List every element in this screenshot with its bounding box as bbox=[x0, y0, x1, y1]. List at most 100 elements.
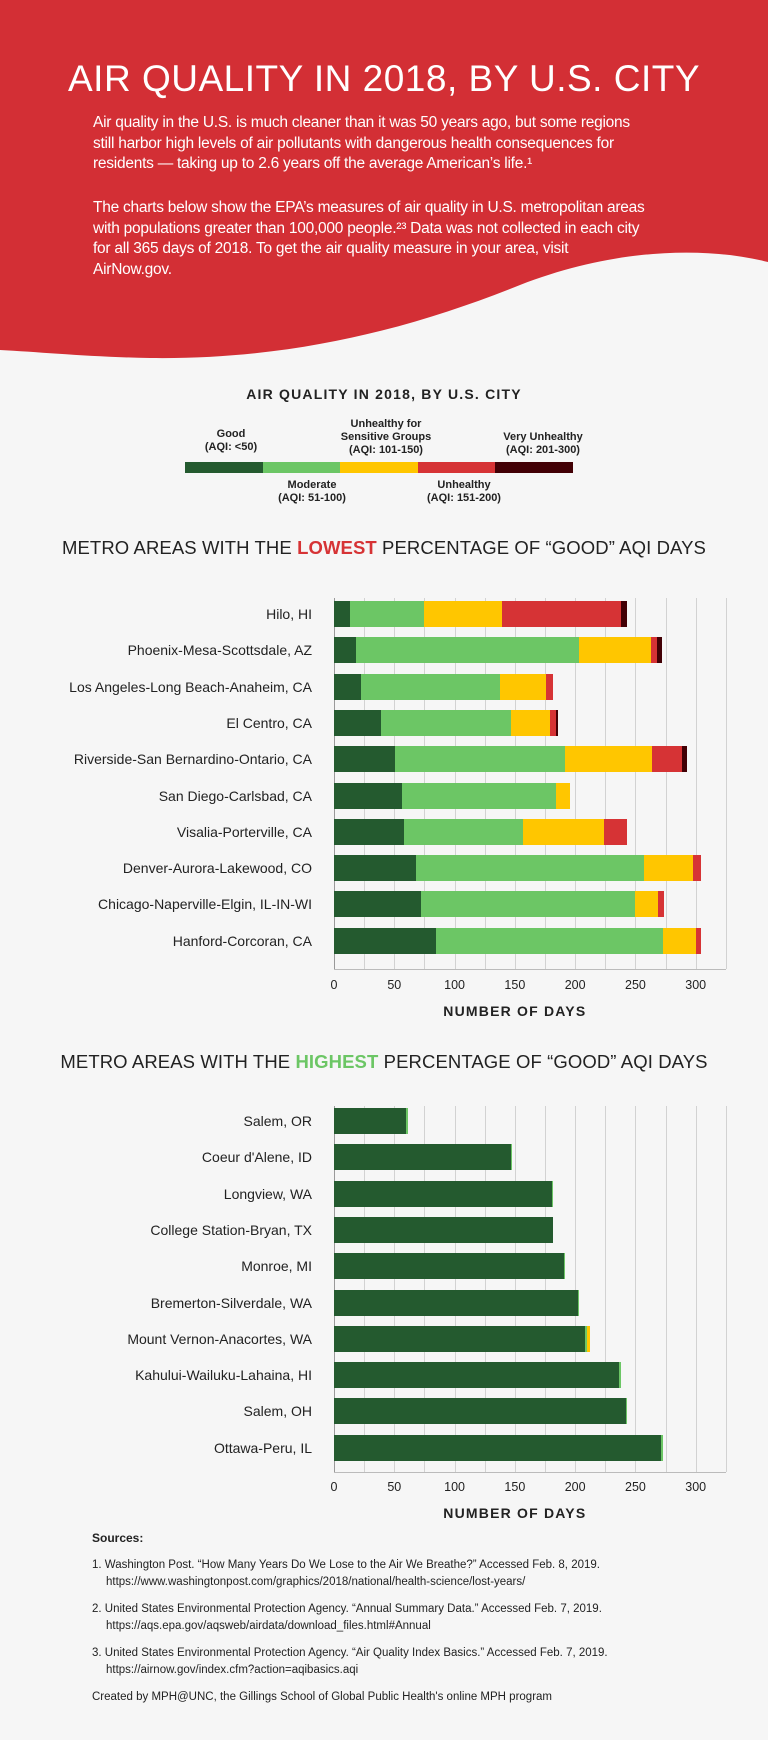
category-label: Hilo, HI bbox=[266, 606, 312, 622]
intro-line: with populations greater than 100,000 pe… bbox=[93, 219, 640, 237]
legend-label-moderate: Moderate (AQI: 51-100) bbox=[247, 479, 377, 505]
bar-segment-unhealthy-for-sensitive-groups bbox=[565, 746, 653, 773]
category-label: Bremerton-Silverdale, WA bbox=[150, 1294, 312, 1311]
source-item: 2. United States Environmental Protectio… bbox=[92, 1601, 602, 1635]
x-tick-label: 200 bbox=[564, 1480, 586, 1494]
bar-segment-moderate bbox=[381, 709, 512, 736]
bar-segment-good bbox=[334, 927, 437, 954]
bar-segment-unhealthy-for-sensitive-groups bbox=[511, 709, 550, 736]
x-axis-title: NUMBER OF DAYS bbox=[443, 1003, 587, 1019]
source-url[interactable]: https://airnow.gov/index.cfm?action=aqib… bbox=[106, 1664, 359, 1676]
bar-segment-unhealthy bbox=[651, 637, 658, 664]
gridline bbox=[695, 1106, 697, 1472]
bar-segment-moderate bbox=[511, 1144, 513, 1171]
gridline bbox=[665, 1106, 667, 1472]
intro-line: The charts below show the EPA’s measures… bbox=[93, 199, 645, 216]
legend-name: Unhealthy bbox=[437, 479, 491, 491]
x-tick-label: 100 bbox=[444, 1480, 465, 1494]
source-text: 1. Washington Post. “How Many Years Do W… bbox=[92, 1559, 600, 1571]
gridline bbox=[605, 598, 607, 969]
source-text: 3. United States Environmental Protectio… bbox=[92, 1647, 608, 1659]
category-label: Phoenix-Mesa-Scottsdale, AZ bbox=[127, 642, 312, 659]
bar-segment-good bbox=[334, 891, 421, 918]
title-highlight: HIGHEST bbox=[295, 1051, 379, 1072]
legend-name: Good bbox=[216, 428, 246, 440]
bar-segment-very-unhealthy bbox=[682, 746, 688, 773]
bar-segment-moderate bbox=[660, 1434, 664, 1461]
bar-segment-unhealthy bbox=[658, 891, 665, 918]
legend-swatch-unhealthy bbox=[418, 462, 495, 473]
x-axis-line bbox=[334, 1472, 726, 1473]
bar-segment-unhealthy-for-sensitive-groups bbox=[587, 1325, 590, 1352]
bar-segment-moderate bbox=[618, 1362, 621, 1389]
bar-segment-good bbox=[334, 782, 402, 809]
legend-label-good: Good (AQI: <50) bbox=[166, 428, 296, 454]
bar-segment-good bbox=[334, 637, 356, 664]
intro-paragraph-2: The charts below show the EPA’s measures… bbox=[93, 198, 733, 280]
source-item: 1. Washington Post. “How Many Years Do W… bbox=[92, 1557, 600, 1591]
x-tick-label: 0 bbox=[330, 978, 338, 992]
bar-segment-good bbox=[334, 709, 382, 736]
bar-segment-very-unhealthy bbox=[555, 709, 559, 736]
bar-segment-very-unhealthy bbox=[657, 637, 662, 664]
bar-segment-moderate bbox=[564, 1253, 566, 1280]
title-part: METRO AREAS WITH THE bbox=[60, 1051, 296, 1072]
bar-segment-good bbox=[334, 1144, 512, 1171]
y-axis-line bbox=[334, 1106, 335, 1472]
category-label: Denver-Aurora-Lakewood, CO bbox=[122, 860, 312, 877]
gridline bbox=[394, 1106, 396, 1472]
bar-segment-moderate bbox=[577, 1289, 579, 1316]
category-label: Chicago-Naperville-Elgin, IL-IN-WI bbox=[98, 896, 312, 913]
page-title: AIR QUALITY IN 2018, BY U.S. CITY bbox=[67, 58, 701, 99]
bar-segment-unhealthy bbox=[501, 601, 621, 627]
legend-swatch-very-unhealthy bbox=[495, 462, 573, 473]
legend-range: (AQI: <50) bbox=[204, 441, 258, 453]
gridline bbox=[424, 1106, 426, 1472]
x-tick-label: 300 bbox=[685, 1480, 707, 1494]
category-label: College Station-Bryan, TX bbox=[150, 1221, 312, 1238]
source-url[interactable]: https://aqs.epa.gov/aqsweb/airdata/downl… bbox=[106, 1620, 431, 1632]
bar-segment-good bbox=[334, 818, 404, 845]
gridline bbox=[665, 598, 667, 969]
x-tick-label: 300 bbox=[685, 978, 707, 992]
bar-segment-moderate bbox=[584, 1325, 588, 1352]
legend-range: (AQI: 51-100) bbox=[278, 492, 346, 504]
bar-segment-unhealthy-for-sensitive-groups bbox=[643, 855, 694, 882]
title-part: METRO AREAS WITH THE bbox=[61, 537, 298, 558]
legend-swatch-usg bbox=[340, 462, 418, 473]
bar-segment-good bbox=[334, 1216, 554, 1243]
bar-segment-moderate bbox=[360, 673, 501, 700]
bar-segment-moderate bbox=[420, 891, 636, 918]
header-background bbox=[0, 0, 768, 359]
gridline bbox=[635, 1106, 637, 1472]
legend-swatch-good bbox=[185, 462, 263, 473]
gridline bbox=[695, 598, 697, 969]
bar-segment-good bbox=[334, 855, 416, 882]
x-axis-title: NUMBER OF DAYS bbox=[443, 1505, 587, 1521]
category-label: Hanford-Corcoran, CA bbox=[172, 932, 312, 949]
bar-segment-moderate bbox=[403, 818, 524, 845]
intro-line: for all 365 days of 2018. To get the air… bbox=[93, 240, 569, 257]
bar-segment-unhealthy bbox=[604, 818, 627, 845]
bar-segment-unhealthy-for-sensitive-groups bbox=[500, 673, 547, 700]
bar-segment-good bbox=[334, 1325, 585, 1352]
bar-segment-unhealthy-for-sensitive-groups bbox=[578, 637, 652, 664]
legend-name: Sensitive Groups bbox=[340, 431, 432, 443]
chart-1-title: METRO AREAS WITH THE LOWEST PERCENTAGE O… bbox=[0, 537, 768, 559]
source-url[interactable]: https://www.washingtonpost.com/graphics/… bbox=[106, 1576, 526, 1588]
category-label: Visalia-Porterville, CA bbox=[176, 823, 312, 840]
x-tick-label: 50 bbox=[387, 978, 402, 992]
bar-segment-unhealthy bbox=[652, 746, 683, 773]
bar-segment-unhealthy bbox=[693, 855, 701, 882]
bar-segment-unhealthy-for-sensitive-groups bbox=[663, 927, 696, 954]
category-label: Salem, OH bbox=[243, 1403, 312, 1420]
bar-segment-moderate bbox=[349, 601, 425, 627]
bar-segment-moderate bbox=[415, 855, 644, 882]
bar-segment-good bbox=[334, 1289, 578, 1316]
gridline bbox=[725, 598, 727, 969]
gridline bbox=[514, 1106, 516, 1472]
legend-range: (AQI: 101-150) bbox=[349, 444, 423, 456]
bar-segment-good bbox=[334, 601, 350, 627]
bar-segment-unhealthy bbox=[549, 709, 556, 736]
legend-title: AIR QUALITY IN 2018, BY U.S. CITY bbox=[246, 386, 522, 402]
